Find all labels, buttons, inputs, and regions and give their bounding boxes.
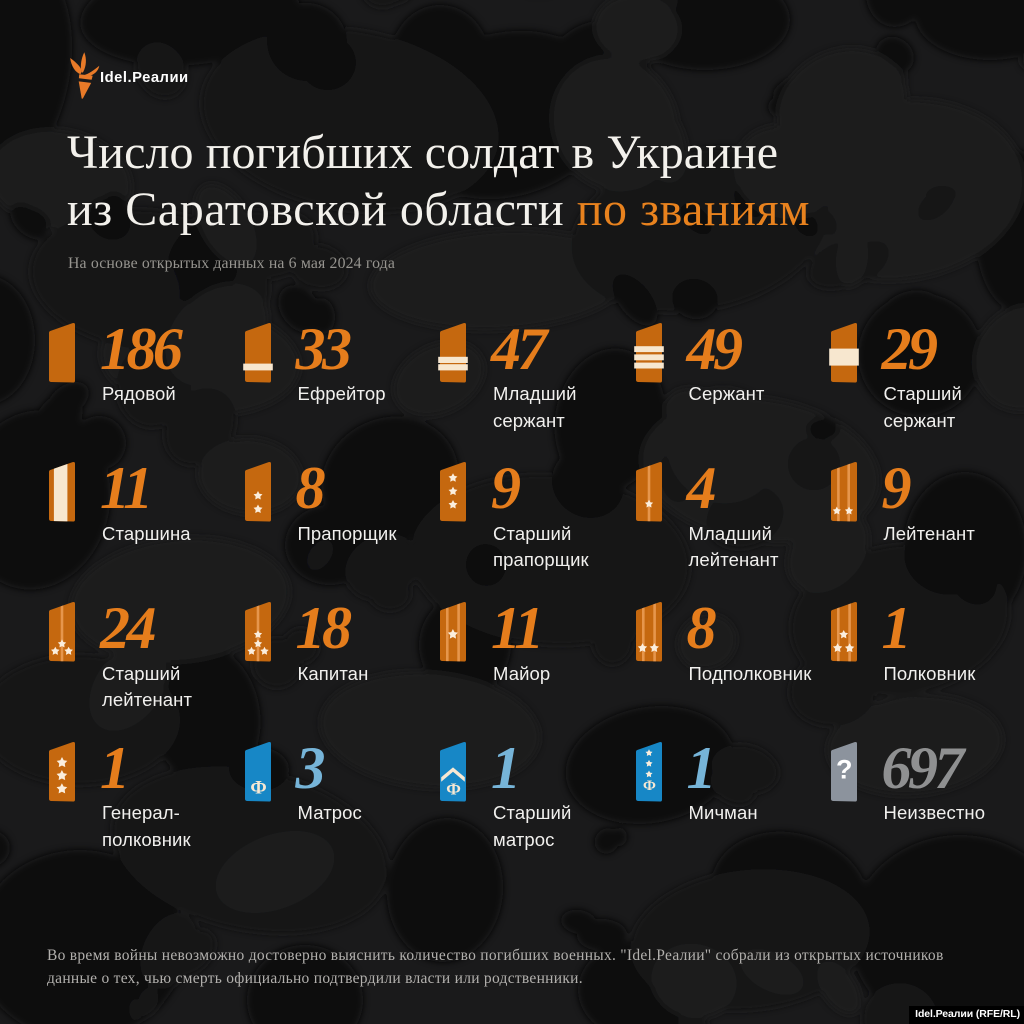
svg-text:Ф: Ф: [446, 779, 461, 798]
svg-text:?: ?: [835, 754, 852, 784]
svg-text:Ф: Ф: [642, 778, 655, 794]
svg-text:Ф: Ф: [250, 777, 266, 798]
